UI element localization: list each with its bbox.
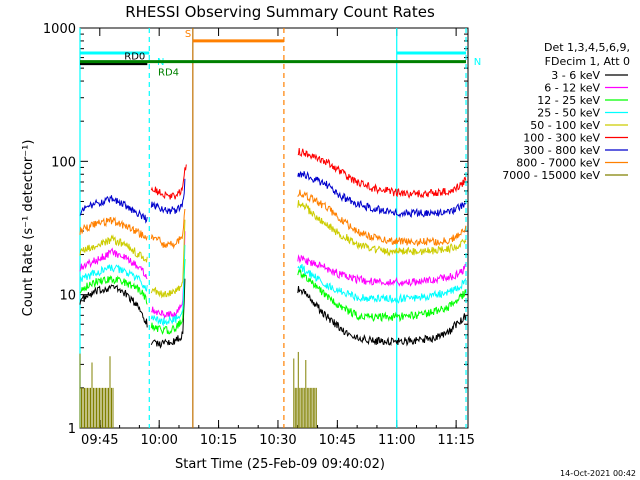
- x-tick-label: 10:30: [259, 433, 296, 448]
- legend-entry-label: 12 - 25 keV: [537, 94, 600, 107]
- legend-entry-label: 3 - 6 keV: [551, 69, 600, 82]
- series-line: [79, 284, 148, 328]
- series-line: [150, 208, 186, 250]
- series-group: [79, 244, 467, 327]
- series-line: [297, 147, 467, 199]
- series-group: [79, 200, 467, 299]
- x-tick-label: 10:45: [319, 433, 356, 448]
- timestamp: 14-Oct-2021 00:42: [560, 469, 636, 478]
- series-group: [79, 170, 467, 224]
- series-line: [79, 264, 148, 292]
- legend-entry-label: 800 - 7000 keV: [516, 157, 600, 170]
- legend-entry-label: 25 - 50 keV: [537, 107, 600, 120]
- series-line: [150, 219, 186, 299]
- flag-label: RD0: [124, 52, 145, 63]
- series-group: [79, 231, 466, 320]
- y-axis-label: Count Rate (s⁻¹ detector⁻¹): [21, 140, 36, 317]
- y-tick-label: 1000: [43, 22, 76, 37]
- series-line: [297, 189, 467, 247]
- x-tick-label: 10:00: [140, 433, 177, 448]
- series-line: [150, 278, 186, 349]
- series-line: [79, 234, 148, 263]
- legend-entry-label: 6 - 12 keV: [544, 82, 600, 95]
- series-group: [79, 258, 467, 336]
- x-tick-label: 10:15: [200, 433, 237, 448]
- x-tick-label: 11:00: [378, 433, 415, 448]
- series-line: [297, 285, 467, 347]
- legend: Det 1,3,4,5,6,9,FDecim 1, Att 03 - 6 keV…: [502, 41, 630, 182]
- flag-label: S: [185, 29, 191, 40]
- series-line: [297, 254, 466, 287]
- y-tick-label: 100: [51, 155, 76, 170]
- series-line: [79, 216, 148, 241]
- flag-label: N: [474, 57, 481, 68]
- series-line: [297, 200, 467, 257]
- flag-label: RD4: [158, 68, 179, 79]
- legend-header: Det 1,3,4,5,6,9,: [544, 41, 630, 54]
- series-line: [150, 244, 186, 327]
- x-axis-label: Start Time (25-Feb-09 09:40:02): [175, 457, 385, 472]
- x-tick-label: 11:15: [437, 433, 474, 448]
- series-line: [150, 164, 187, 200]
- series-group: [79, 278, 467, 349]
- x-tick-label: 09:45: [81, 433, 118, 448]
- series-line: [79, 195, 148, 224]
- series-group: [79, 189, 467, 250]
- plot-area: 1 10 100 1000 09:45 10:00 10:15 10:30 10:45 11:00…: [43, 22, 481, 448]
- series-line: [79, 275, 148, 305]
- series-line: [79, 247, 148, 280]
- legend-entry-label: 100 - 300 keV: [523, 132, 600, 145]
- series-line: [297, 264, 467, 304]
- series-line: [297, 267, 467, 323]
- series-line: [150, 258, 186, 336]
- legend-header: FDecim 1, Att 0: [545, 55, 630, 68]
- legend-entry-label: 7000 - 15000 keV: [502, 169, 600, 182]
- series-line: [297, 170, 467, 219]
- series-line: [150, 178, 186, 215]
- chart-title: RHESSI Observing Summary Count Rates: [125, 3, 435, 21]
- y-tick-label: 1: [68, 422, 76, 437]
- series-line: [151, 231, 186, 320]
- series-group: [150, 147, 467, 200]
- series-group: [79, 351, 317, 428]
- y-tick-label: 10: [59, 289, 76, 304]
- legend-entry-label: 50 - 100 keV: [530, 119, 600, 132]
- legend-entry-label: 300 - 800 keV: [523, 144, 600, 157]
